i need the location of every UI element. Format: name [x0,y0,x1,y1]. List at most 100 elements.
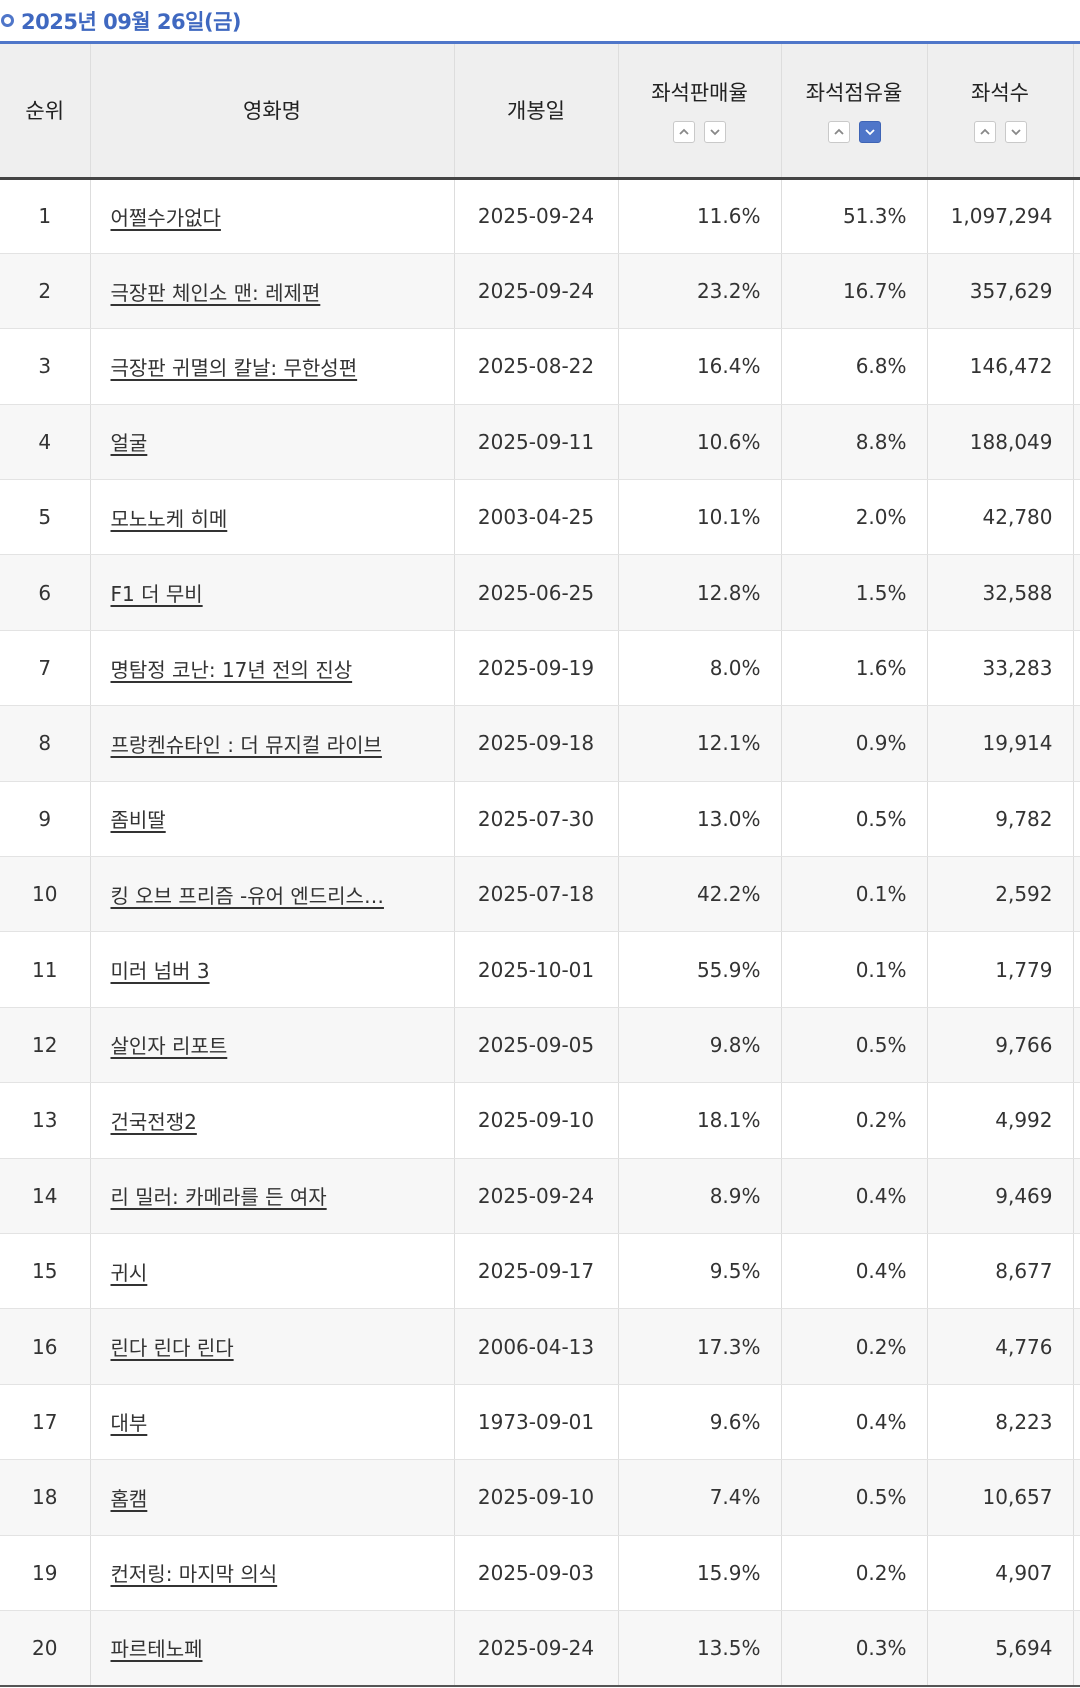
overflow-cell [1073,630,1080,707]
movie-title-link[interactable]: 어쩔수가없다 [110,205,221,230]
overflow-cell [1073,1233,1080,1310]
table-row: 18 홈캠 2025-09-10 7.4% 0.5% 10,657 [0,1459,1080,1536]
table-row: 1 어쩔수가없다 2025-09-24 11.6% 51.3% 1,097,294 [0,178,1080,254]
seats-cell: 2,592 [927,856,1074,933]
movie-title-link[interactable]: 대부 [110,1411,148,1436]
overflow-cell [1073,328,1080,405]
sales-rate-cell: 13.5% [618,1610,782,1687]
occupancy-rate-cell: 1.5% [781,554,928,631]
open-date-cell: 2025-09-05 [454,1007,619,1084]
overflow-cell [1073,1007,1080,1084]
open-date-cell: 2025-09-24 [454,1610,619,1687]
open-date-cell: 2025-09-11 [454,404,619,481]
table-row: 19 컨저링: 마지막 의식 2025-09-03 15.9% 0.2% 4,907 [0,1535,1080,1611]
sales-rate-cell: 13.0% [618,781,782,858]
column-label-rank: 순위 [25,99,65,124]
open-date-cell: 2025-09-19 [454,630,619,707]
column-header-rank: 순위 [0,44,91,180]
sort-desc-seats-button[interactable] [1004,121,1027,144]
chevron-up-icon [833,128,844,135]
movie-title-link[interactable]: 모노노케 히메 [110,506,228,531]
movie-title-link[interactable]: 파르테노페 [110,1637,203,1662]
rank-cell: 16 [0,1308,91,1385]
movie-title-link[interactable]: 건국전쟁2 [110,1109,197,1134]
movie-title-link[interactable]: 얼굴 [110,431,148,456]
table-row: 16 린다 린다 린다 2006-04-13 17.3% 0.2% 4,776 [0,1308,1080,1385]
open-date-cell: 2025-07-18 [454,856,619,933]
circle-bullet-icon [1,14,14,27]
movie-title-link[interactable]: 극장판 체인소 맨: 레제편 [110,280,321,305]
overflow-cell [1073,1535,1080,1611]
overflow-cell [1073,781,1080,858]
sort-asc-occupancy-rate-button[interactable] [827,121,850,144]
table-row: 4 얼굴 2025-09-11 10.6% 8.8% 188,049 [0,404,1080,481]
movie-title-link[interactable]: 살인자 리포트 [110,1034,228,1059]
chevron-up-icon [679,128,689,135]
open-date-cell: 2025-09-03 [454,1535,619,1611]
seats-cell: 10,657 [927,1459,1074,1536]
occupancy-rate-cell: 16.7% [781,253,928,330]
rank-cell: 14 [0,1158,91,1234]
overflow-cell [1073,178,1080,254]
movie-title-link[interactable]: 귀시 [110,1260,148,1285]
sales-rate-cell: 11.6% [618,178,782,254]
rank-cell: 8 [0,705,91,782]
movie-title-link[interactable]: 명탐정 코난: 17년 전의 진상 [110,657,353,682]
title-cell: 얼굴 [90,404,455,481]
table-row: 14 리 밀러: 카메라를 든 여자 2025-09-24 8.9% 0.4% 9,469 [0,1158,1080,1234]
seats-cell: 33,283 [927,630,1074,707]
occupancy-rate-cell: 0.2% [781,1082,928,1159]
title-cell: 귀시 [90,1233,455,1310]
rank-cell: 18 [0,1459,91,1536]
movie-title-link[interactable]: 극장판 귀멸의 칼날: 무한성편 [110,355,358,380]
movie-title-link[interactable]: 컨저링: 마지막 의식 [110,1562,278,1587]
open-date-cell: 2025-09-10 [454,1082,619,1159]
sort-asc-sales-rate-button[interactable] [673,121,695,144]
seats-cell: 1,779 [927,931,1074,1008]
column-label-open-date: 개봉일 [507,99,565,124]
movie-title-link[interactable]: 킹 오브 프리즘 -유어 엔드리스… [110,883,384,908]
movie-title-link[interactable]: 좀비딸 [110,808,166,833]
movie-title-link[interactable]: 미러 넘버 3 [110,959,210,984]
rank-cell: 4 [0,404,91,481]
seats-cell: 4,776 [927,1308,1074,1385]
title-cell: 파르테노페 [90,1610,455,1687]
sales-rate-cell: 18.1% [618,1082,782,1159]
occupancy-rate-cell: 0.5% [781,781,928,858]
sales-rate-cell: 9.5% [618,1233,782,1310]
sales-rate-cell: 8.0% [618,630,782,707]
overflow-cell [1073,856,1080,933]
overflow-cell [1073,1610,1080,1687]
open-date-cell: 2025-07-30 [454,781,619,858]
movie-title-link[interactable]: 린다 린다 린다 [110,1336,234,1361]
sort-desc-sales-rate-button[interactable] [704,121,726,144]
title-cell: 명탐정 코난: 17년 전의 진상 [90,630,455,707]
open-date-cell: 2025-09-10 [454,1459,619,1536]
rank-cell: 6 [0,554,91,631]
sort-desc-occupancy-rate-button[interactable] [858,121,881,144]
table-body: 1 어쩔수가없다 2025-09-24 11.6% 51.3% 1,097,294 2 극장판… [0,178,1080,1687]
table-row: 13 건국전쟁2 2025-09-10 18.1% 0.2% 4,992 [0,1082,1080,1159]
movie-title-link[interactable]: 프랑켄슈타인 : 더 뮤지컬 라이브 [110,732,382,757]
sales-rate-cell: 9.8% [618,1007,782,1084]
open-date-cell: 2003-04-25 [454,479,619,556]
open-date-cell: 2025-06-25 [454,554,619,631]
seats-cell: 8,677 [927,1233,1074,1310]
movie-title-link[interactable]: F1 더 무비 [110,582,203,607]
title-cell: 린다 린다 린다 [90,1308,455,1385]
movie-title-link[interactable]: 홈캠 [110,1486,148,1511]
rank-cell: 7 [0,630,91,707]
movie-title-link[interactable]: 리 밀러: 카메라를 든 여자 [110,1185,327,1210]
occupancy-rate-cell: 0.1% [781,856,928,933]
title-cell: 건국전쟁2 [90,1082,455,1159]
sort-asc-seats-button[interactable] [973,121,996,144]
column-header-open-date: 개봉일 [454,44,619,180]
seats-cell: 42,780 [927,479,1074,556]
open-date-cell: 1973-09-01 [454,1384,619,1461]
title-cell: 컨저링: 마지막 의식 [90,1535,455,1611]
open-date-cell: 2025-10-01 [454,931,619,1008]
occupancy-rate-cell: 0.4% [781,1158,928,1234]
sales-rate-cell: 16.4% [618,328,782,405]
table-row: 5 모노노케 히메 2003-04-25 10.1% 2.0% 42,780 [0,479,1080,556]
occupancy-rate-cell: 0.9% [781,705,928,782]
